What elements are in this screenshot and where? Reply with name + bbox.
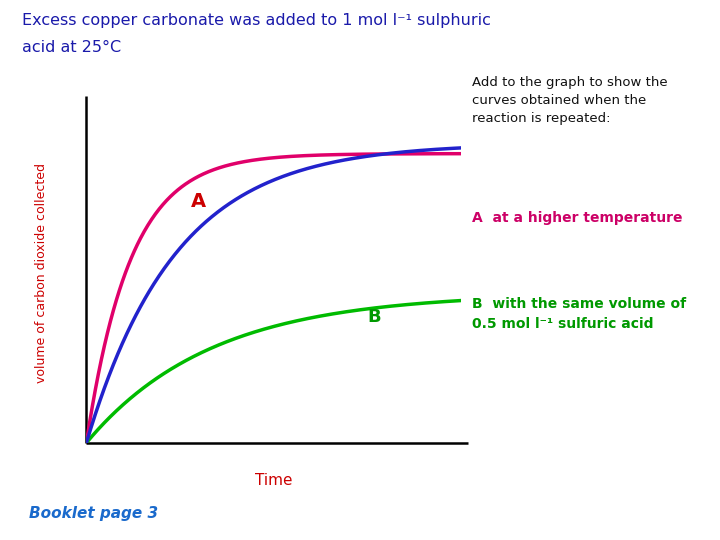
Text: Add to the graph to show the
curves obtained when the
reaction is repeated:: Add to the graph to show the curves obta… — [472, 76, 667, 125]
Text: A  at a higher temperature: A at a higher temperature — [472, 211, 682, 225]
Text: A: A — [192, 192, 207, 212]
Text: volume of carbon dioxide collected: volume of carbon dioxide collected — [35, 163, 48, 383]
Text: B: B — [367, 308, 381, 326]
Text: acid at 25°C: acid at 25°C — [22, 40, 121, 56]
Text: Excess copper carbonate was added to 1 mol l⁻¹ sulphuric: Excess copper carbonate was added to 1 m… — [22, 14, 490, 29]
Text: Booklet page 3: Booklet page 3 — [29, 506, 158, 521]
Text: Time: Time — [255, 474, 292, 488]
Text: B  with the same volume of
0.5 mol l⁻¹ sulfuric acid: B with the same volume of 0.5 mol l⁻¹ su… — [472, 297, 685, 330]
